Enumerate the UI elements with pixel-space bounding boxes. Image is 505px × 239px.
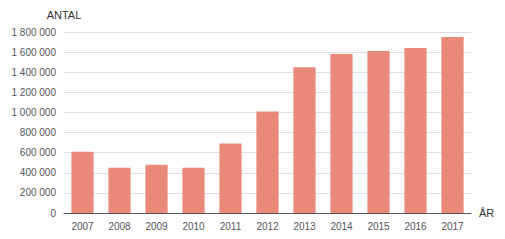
svg-text:200 000: 200 000 (20, 187, 57, 198)
svg-text:ÅR: ÅR (479, 207, 494, 219)
svg-text:2010: 2010 (182, 221, 205, 232)
svg-text:ANTAL: ANTAL (47, 9, 82, 21)
svg-text:2007: 2007 (71, 221, 94, 232)
svg-text:2017: 2017 (441, 221, 464, 232)
svg-text:1 200 000: 1 200 000 (12, 87, 57, 98)
svg-text:1 000 000: 1 000 000 (12, 107, 57, 118)
svg-text:2014: 2014 (330, 221, 353, 232)
svg-text:800 000: 800 000 (20, 127, 57, 138)
svg-text:1 600 000: 1 600 000 (12, 47, 57, 58)
svg-text:1 800 000: 1 800 000 (12, 27, 57, 38)
svg-text:400 000: 400 000 (20, 167, 57, 178)
svg-text:600 000: 600 000 (20, 147, 57, 158)
svg-text:2008: 2008 (108, 221, 131, 232)
svg-text:2011: 2011 (220, 221, 242, 232)
svg-text:1 400 000: 1 400 000 (12, 67, 57, 78)
svg-text:2012: 2012 (256, 221, 279, 232)
svg-text:2009: 2009 (145, 221, 168, 232)
svg-text:2013: 2013 (293, 221, 316, 232)
svg-text:2015: 2015 (367, 221, 390, 232)
svg-text:2016: 2016 (404, 221, 427, 232)
svg-text:0: 0 (50, 208, 56, 219)
